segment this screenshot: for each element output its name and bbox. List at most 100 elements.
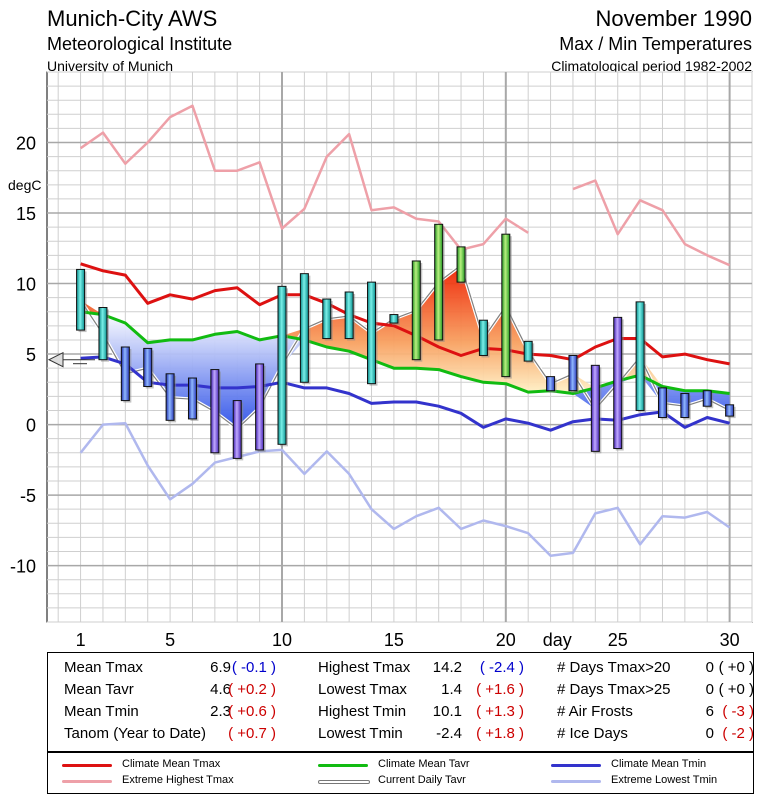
y-tick-label: 15 bbox=[16, 204, 36, 224]
stat-value: 6 bbox=[705, 703, 714, 720]
chart-subtitle: Max / Min Temperatures bbox=[559, 34, 752, 54]
x-tick-label: 25 bbox=[608, 630, 628, 650]
bar-day-23 bbox=[568, 354, 578, 392]
legend-label: Climate Mean Tmin bbox=[611, 758, 707, 770]
bar-day-26 bbox=[635, 301, 645, 411]
stat-deviation: ( +1.8 ) bbox=[476, 725, 524, 742]
stat-label: Lowest Tmin bbox=[318, 725, 403, 742]
station-title: Munich-City AWS bbox=[47, 6, 218, 31]
bar-day-18 bbox=[456, 246, 466, 283]
stat-label: Tanom (Year to Date) bbox=[64, 725, 207, 742]
stats-panel: Mean Tmax 6.9( -0.1 ) Mean Tavr 4.6( +0.2 )… bbox=[47, 652, 754, 752]
bar-day-9 bbox=[255, 363, 265, 451]
stat-value: 14.2 bbox=[432, 659, 462, 676]
x-tick-label: 20 bbox=[496, 630, 516, 650]
stat-deviation: ( -3 ) bbox=[722, 703, 754, 720]
bar-day-11 bbox=[299, 273, 309, 383]
legend-swatch bbox=[318, 764, 368, 767]
stat-label: # Days Tmax>20 bbox=[557, 659, 671, 676]
stat-deviation: ( -2.4 ) bbox=[479, 659, 524, 676]
y-tick-label: 0 bbox=[26, 416, 36, 436]
stat-label: Mean Tavr bbox=[64, 681, 134, 698]
stat-value: 2.3 bbox=[210, 703, 231, 720]
cold-anomaly-area bbox=[80, 311, 730, 429]
y-tick-label: 5 bbox=[26, 345, 36, 365]
stat-deviation: ( +0.7 ) bbox=[228, 725, 276, 742]
y-tick-label: -10 bbox=[10, 557, 36, 577]
bar-day-1 bbox=[76, 268, 86, 331]
legend-label: Extreme Highest Tmax bbox=[122, 774, 234, 786]
stat-value: 4.6 bbox=[210, 681, 231, 698]
x-tick-label: 1 bbox=[76, 630, 86, 650]
x-tick-label: 5 bbox=[165, 630, 175, 650]
stat-value: 0 bbox=[705, 681, 714, 698]
bar-day-24 bbox=[590, 364, 600, 452]
x-axis-label: day bbox=[543, 630, 572, 650]
stat-label: Highest Tmin bbox=[318, 703, 407, 720]
x-tick-label: 30 bbox=[720, 630, 740, 650]
y-tick-label: -5 bbox=[20, 486, 36, 506]
stat-label: Mean Tmin bbox=[64, 703, 139, 720]
bar-day-30 bbox=[725, 404, 735, 417]
legend-swatch bbox=[62, 764, 112, 767]
bar-day-2 bbox=[98, 307, 108, 361]
legend-swatch bbox=[318, 780, 370, 784]
series-extreme-highest-tmax bbox=[79, 104, 731, 267]
stat-label: # Ice Days bbox=[557, 725, 628, 742]
bar-day-7 bbox=[210, 369, 220, 454]
period-label: Climatological period 1982-2002 bbox=[551, 58, 752, 74]
series-extreme-lowest-tmin bbox=[79, 421, 731, 557]
y-axis-label: degC bbox=[8, 177, 41, 193]
legend-label: Extreme Lowest Tmin bbox=[611, 774, 718, 786]
legend-swatch bbox=[551, 780, 601, 783]
legend-swatch bbox=[62, 780, 112, 783]
legend-swatch bbox=[551, 764, 601, 767]
bar-day-13 bbox=[344, 291, 354, 340]
bar-day-5 bbox=[165, 373, 175, 421]
stat-deviation: ( +0 ) bbox=[718, 659, 754, 676]
bar-day-16 bbox=[411, 260, 421, 361]
legend-label: Current Daily Tavr bbox=[378, 774, 466, 786]
bar-day-21 bbox=[523, 340, 533, 362]
y-tick-label: 10 bbox=[16, 275, 36, 295]
stat-label: Mean Tmax bbox=[64, 659, 143, 676]
stat-deviation: ( +1.6 ) bbox=[476, 681, 524, 698]
bar-day-20 bbox=[501, 233, 511, 378]
bar-day-19 bbox=[478, 319, 488, 356]
month-title: November 1990 bbox=[595, 6, 752, 31]
bar-day-10 bbox=[277, 285, 287, 445]
bar-day-27 bbox=[657, 387, 667, 419]
stat-value: 1.4 bbox=[441, 681, 462, 698]
bar-day-8 bbox=[232, 400, 242, 459]
bar-day-15 bbox=[389, 314, 399, 324]
stat-label: Highest Tmax bbox=[318, 659, 411, 676]
bar-day-3 bbox=[120, 346, 130, 402]
bar-day-12 bbox=[322, 298, 332, 340]
bar-day-22 bbox=[546, 376, 556, 392]
bar-day-25 bbox=[613, 316, 623, 450]
stat-value: 0 bbox=[705, 659, 714, 676]
stat-deviation: ( +0.2 ) bbox=[228, 681, 276, 698]
stat-value: 10.1 bbox=[432, 703, 462, 720]
x-tick-label: 15 bbox=[384, 630, 404, 650]
legend-label: Climate Mean Tmax bbox=[122, 758, 221, 770]
stat-deviation: ( -0.1 ) bbox=[231, 659, 276, 676]
stat-value: 6.9 bbox=[210, 659, 231, 676]
x-tick-label: 10 bbox=[272, 630, 292, 650]
stat-value: -2.4 bbox=[436, 725, 462, 742]
stat-deviation: ( +0.6 ) bbox=[228, 703, 276, 720]
bar-day-29 bbox=[702, 390, 712, 407]
bar-day-17 bbox=[434, 223, 444, 341]
stat-deviation: ( -2 ) bbox=[722, 725, 754, 742]
legend-label: Climate Mean Tavr bbox=[378, 758, 470, 770]
y-tick-label: 20 bbox=[16, 134, 36, 154]
legend-panel: Climate Mean Tmax Climate Mean Tavr Climat… bbox=[47, 752, 754, 794]
stat-deviation: ( +0 ) bbox=[718, 681, 754, 698]
institute-label: Meteorological Institute bbox=[47, 34, 233, 54]
stat-label: Lowest Tmax bbox=[318, 681, 407, 698]
stat-deviation: ( +1.3 ) bbox=[476, 703, 524, 720]
university-label: University of Munich bbox=[47, 58, 174, 74]
stat-label: # Air Frosts bbox=[557, 703, 633, 720]
bar-day-4 bbox=[143, 347, 153, 387]
